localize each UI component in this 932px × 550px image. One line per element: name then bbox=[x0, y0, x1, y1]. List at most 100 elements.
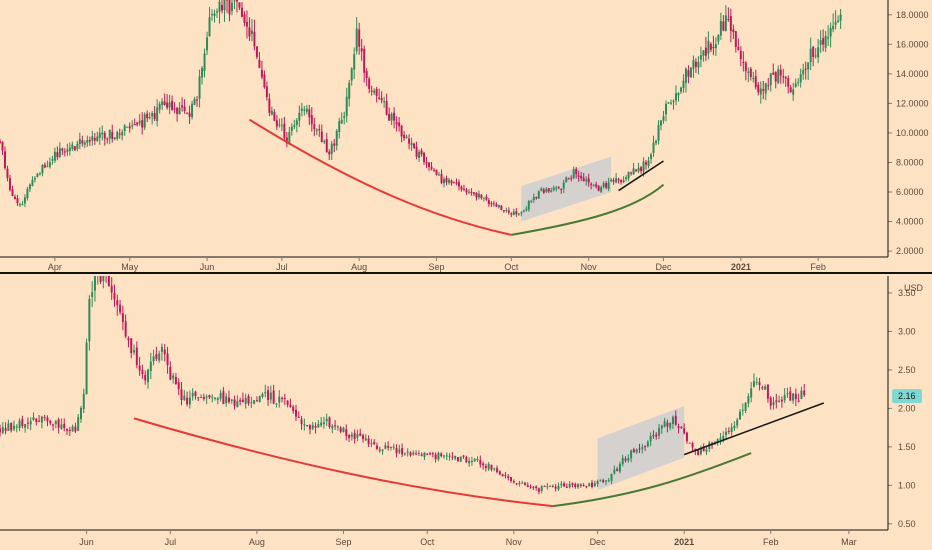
candle-up bbox=[131, 125, 134, 127]
candle-up bbox=[298, 112, 301, 121]
candle-up bbox=[152, 356, 155, 362]
candle-up bbox=[705, 449, 708, 452]
candle-down bbox=[385, 101, 388, 115]
candle-up bbox=[834, 21, 837, 25]
bottom-price-panel[interactable] bbox=[0, 257, 825, 508]
candle-down bbox=[128, 126, 131, 129]
x-tick-label: Feb bbox=[810, 262, 826, 272]
candle-up bbox=[555, 187, 558, 189]
x-tick-label: 2021 bbox=[674, 537, 694, 547]
candle-down bbox=[401, 448, 404, 455]
candle-down bbox=[582, 177, 585, 182]
candle-down bbox=[535, 486, 538, 488]
candle-up bbox=[178, 107, 181, 115]
candle-up bbox=[148, 116, 151, 118]
candle-down bbox=[727, 19, 730, 21]
candle-down bbox=[313, 124, 316, 130]
candle-down bbox=[181, 105, 184, 108]
candle-up bbox=[200, 396, 203, 399]
candle-up bbox=[58, 148, 61, 157]
candle-up bbox=[802, 69, 805, 75]
candle-down bbox=[43, 164, 46, 168]
candle-up bbox=[557, 485, 560, 490]
candle-up bbox=[610, 179, 613, 182]
candle-down bbox=[624, 458, 627, 461]
candle-down bbox=[632, 449, 635, 453]
rounding-bottom-green-curve bbox=[552, 452, 752, 508]
candle-up bbox=[459, 456, 462, 462]
y-tick-label: 4.0000 bbox=[896, 217, 924, 227]
bottom-time-axis[interactable]: Jun Jul Aug Sep Oct Nov Dec 2021 Feb Mar bbox=[0, 529, 888, 547]
x-tick-label: Aug bbox=[249, 537, 265, 547]
candle-up bbox=[747, 71, 750, 74]
candle-down bbox=[398, 122, 401, 127]
y-tick-label: 3.00 bbox=[898, 326, 916, 336]
top-time-axis[interactable]: Apr May Jun Jul Aug Sep Oct Nov Dec 2021 Feb bbox=[0, 256, 888, 272]
top-price-axis[interactable]: 2.0000 4.0000 6.0000 8.0000 10.0000 12.0000 14… bbox=[887, 0, 929, 257]
candle-down bbox=[63, 423, 66, 429]
candle-up bbox=[191, 103, 194, 118]
candle-up bbox=[71, 144, 74, 149]
candle-up bbox=[604, 480, 607, 482]
candle-down bbox=[127, 338, 130, 341]
candle-down bbox=[484, 465, 487, 468]
last-price-badge-bg bbox=[892, 389, 922, 404]
candle-up bbox=[657, 125, 660, 141]
candle-up bbox=[487, 463, 490, 470]
candle-up bbox=[373, 90, 376, 93]
top-price-panel[interactable] bbox=[0, 0, 842, 236]
candle-up bbox=[747, 396, 750, 404]
candle-up bbox=[261, 394, 264, 398]
candle-up bbox=[454, 455, 457, 459]
candle-down bbox=[462, 188, 465, 190]
candle-down bbox=[767, 85, 770, 87]
candle-down bbox=[133, 124, 136, 126]
candle-down bbox=[560, 188, 563, 190]
candle-down bbox=[11, 189, 14, 196]
candle-up bbox=[23, 197, 26, 204]
candle-up bbox=[832, 25, 835, 30]
candle-up bbox=[744, 402, 747, 411]
candle-up bbox=[602, 183, 605, 187]
candle-up bbox=[630, 450, 633, 459]
candle-down bbox=[297, 416, 300, 418]
candle-up bbox=[280, 125, 283, 127]
y-tick-label: 8.0000 bbox=[896, 157, 924, 167]
candle-up bbox=[699, 55, 702, 60]
candle-down bbox=[485, 196, 488, 200]
candle-up bbox=[348, 82, 351, 99]
candle-down bbox=[194, 391, 197, 397]
candle-up bbox=[600, 187, 603, 192]
candle-down bbox=[457, 182, 460, 187]
candle-up bbox=[293, 125, 296, 127]
candle-up bbox=[41, 165, 44, 174]
candle-down bbox=[472, 192, 475, 194]
x-tick-label: Oct bbox=[504, 262, 519, 272]
candle-up bbox=[15, 426, 18, 428]
candle-down bbox=[680, 427, 683, 429]
candle-down bbox=[507, 210, 510, 213]
y-tick-label: 12.0000 bbox=[896, 98, 929, 108]
candle-up bbox=[322, 422, 325, 425]
candle-up bbox=[658, 428, 661, 436]
candle-down bbox=[470, 191, 473, 193]
bottom-price-axis[interactable]: USD 2.16 0.50 1.00 1.50 2.00 2.50 3.00 3.50 bbox=[887, 276, 924, 530]
candle-up bbox=[549, 485, 552, 487]
candle-up bbox=[342, 427, 345, 432]
candle-down bbox=[409, 452, 412, 456]
candle-down bbox=[283, 123, 286, 139]
candle-down bbox=[10, 422, 13, 431]
candle-down bbox=[360, 48, 363, 52]
candle-down bbox=[196, 99, 199, 101]
candle-down bbox=[822, 38, 825, 45]
rounding-bottom-red-curve bbox=[133, 417, 554, 508]
y-tick-label: 3.50 bbox=[898, 288, 916, 298]
candle-down bbox=[38, 420, 41, 422]
candle-up bbox=[303, 424, 306, 426]
candle-down bbox=[465, 457, 468, 463]
candle-up bbox=[331, 425, 334, 429]
candle-up bbox=[33, 178, 36, 180]
candle-up bbox=[7, 423, 10, 431]
candle-down bbox=[574, 483, 577, 488]
support-trendline bbox=[683, 402, 825, 456]
